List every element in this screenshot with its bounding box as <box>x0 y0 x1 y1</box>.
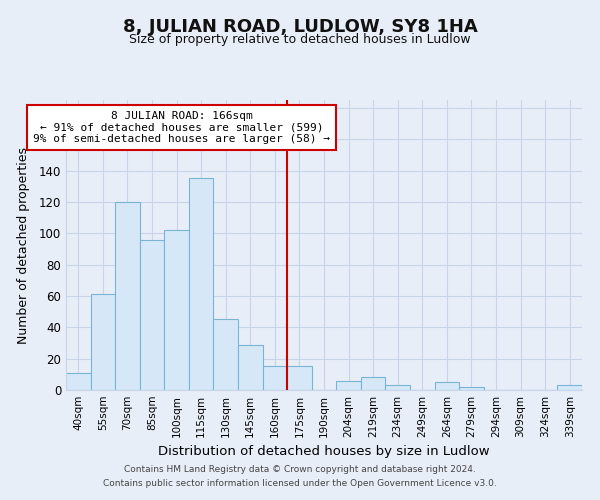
Text: 8 JULIAN ROAD: 166sqm
← 91% of detached houses are smaller (599)
9% of semi-deta: 8 JULIAN ROAD: 166sqm ← 91% of detached … <box>33 111 330 144</box>
X-axis label: Distribution of detached houses by size in Ludlow: Distribution of detached houses by size … <box>158 446 490 458</box>
Bar <box>189 178 214 390</box>
Bar <box>238 344 263 390</box>
Text: 8, JULIAN ROAD, LUDLOW, SY8 1HA: 8, JULIAN ROAD, LUDLOW, SY8 1HA <box>122 18 478 36</box>
Bar <box>361 378 385 390</box>
Bar <box>214 320 238 390</box>
Text: Size of property relative to detached houses in Ludlow: Size of property relative to detached ho… <box>129 32 471 46</box>
Bar <box>115 202 140 390</box>
Bar <box>287 366 312 390</box>
Bar <box>164 230 189 390</box>
Bar <box>66 373 91 390</box>
Bar <box>140 240 164 390</box>
Text: Contains HM Land Registry data © Crown copyright and database right 2024.
Contai: Contains HM Land Registry data © Crown c… <box>103 466 497 487</box>
Bar <box>91 294 115 390</box>
Bar <box>263 366 287 390</box>
Bar <box>459 387 484 390</box>
Bar <box>385 386 410 390</box>
Bar <box>434 382 459 390</box>
Bar <box>336 380 361 390</box>
Bar <box>557 386 582 390</box>
Y-axis label: Number of detached properties: Number of detached properties <box>17 146 31 344</box>
